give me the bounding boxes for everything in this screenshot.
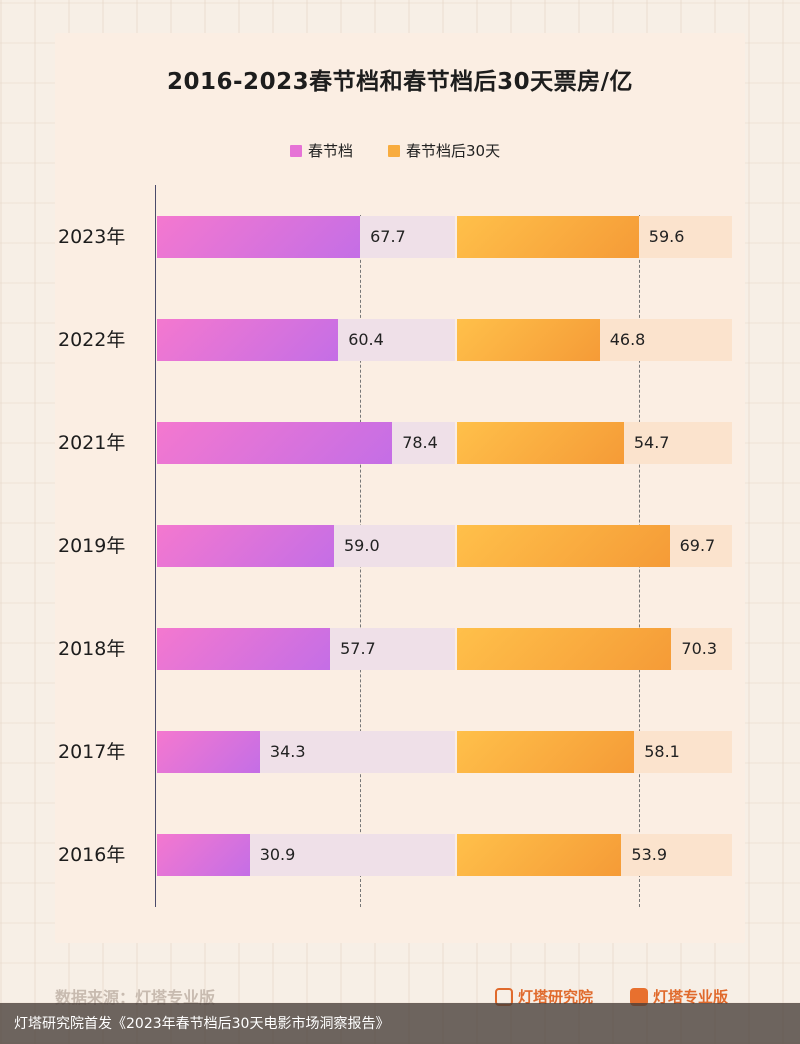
brand-pro-label: 灯塔专业版 <box>653 988 729 1006</box>
bar-track: 57.7 <box>157 628 455 670</box>
year-label: 2016年 <box>58 844 126 866</box>
year-label: 2022年 <box>58 329 126 351</box>
data-label: 34.3 <box>269 742 306 761</box>
data-label: 30.9 <box>259 845 296 864</box>
bar-track: 34.3 <box>157 731 455 773</box>
bar <box>157 216 361 258</box>
caption-text: 灯塔研究院首发《2023年春节档后30天电影市场洞察报告》 <box>14 1016 390 1032</box>
data-label: 67.7 <box>370 227 406 246</box>
brand-pro: 灯塔专业版 <box>630 986 728 1007</box>
bar <box>457 834 622 876</box>
data-label: 78.4 <box>402 433 438 452</box>
bar <box>157 628 331 670</box>
chart-title: 2016-2023春节档和春节档后30天票房/亿 <box>167 69 633 95</box>
data-label: 70.3 <box>681 639 718 658</box>
bar-track: 46.8 <box>457 319 732 361</box>
data-label: 57.7 <box>340 639 376 658</box>
lighthouse-pro-logo-icon <box>630 987 648 1006</box>
bar <box>457 731 635 773</box>
bar <box>157 525 334 567</box>
bar <box>457 422 624 464</box>
bar-track: 78.4 <box>157 422 455 464</box>
bar-track: 54.7 <box>457 422 732 464</box>
bar <box>157 319 339 361</box>
bar-track: 69.7 <box>457 525 732 567</box>
bar-track: 67.7 <box>157 216 455 258</box>
bar <box>157 731 260 773</box>
data-label: 53.9 <box>631 845 668 864</box>
bar <box>157 422 393 464</box>
bar <box>457 216 639 258</box>
y-axis-line <box>155 185 156 907</box>
bar-track: 60.4 <box>157 319 455 361</box>
year-label: 2019年 <box>58 535 126 557</box>
bar <box>457 628 672 670</box>
bar <box>157 834 250 876</box>
brand-research-label: 灯塔研究院 <box>518 988 594 1006</box>
legend-swatch-after-30-days <box>388 144 400 157</box>
bar-track: 70.3 <box>457 628 732 670</box>
legend-swatch-spring-festival <box>290 144 302 157</box>
year-label: 2021年 <box>58 432 126 454</box>
data-label: 59.0 <box>344 536 380 555</box>
bar-track: 59.0 <box>157 525 455 567</box>
legend-item-spring-festival: 春节档 <box>290 140 353 161</box>
bar-track: 53.9 <box>457 834 732 876</box>
legend-item-after-30-days: 春节档后30天 <box>388 140 500 161</box>
data-label: 58.1 <box>644 742 680 761</box>
caption-bar: 灯塔研究院首发《2023年春节档后30天电影市场洞察报告》 <box>0 1003 800 1044</box>
year-label: 2017年 <box>58 741 126 763</box>
legend-label-spring-festival: 春节档 <box>308 142 354 160</box>
year-label: 2023年 <box>58 226 126 248</box>
data-label: 60.4 <box>348 330 384 349</box>
bar <box>457 319 600 361</box>
bar-track: 58.1 <box>457 731 732 773</box>
legend-label-after-30-days: 春节档后30天 <box>406 142 501 160</box>
data-label: 54.7 <box>633 433 670 452</box>
bar-track: 30.9 <box>157 834 455 876</box>
chart-card <box>55 33 745 943</box>
bar-track: 59.6 <box>457 216 732 258</box>
chart-legend: 春节档 春节档后30天 <box>0 140 800 162</box>
data-label: 69.7 <box>679 536 716 555</box>
data-source: 数据来源：灯塔专业版 <box>55 988 216 1007</box>
year-label: 2018年 <box>58 638 126 660</box>
data-label: 46.8 <box>609 330 646 349</box>
data-label: 59.6 <box>648 227 685 246</box>
bar <box>457 525 670 567</box>
